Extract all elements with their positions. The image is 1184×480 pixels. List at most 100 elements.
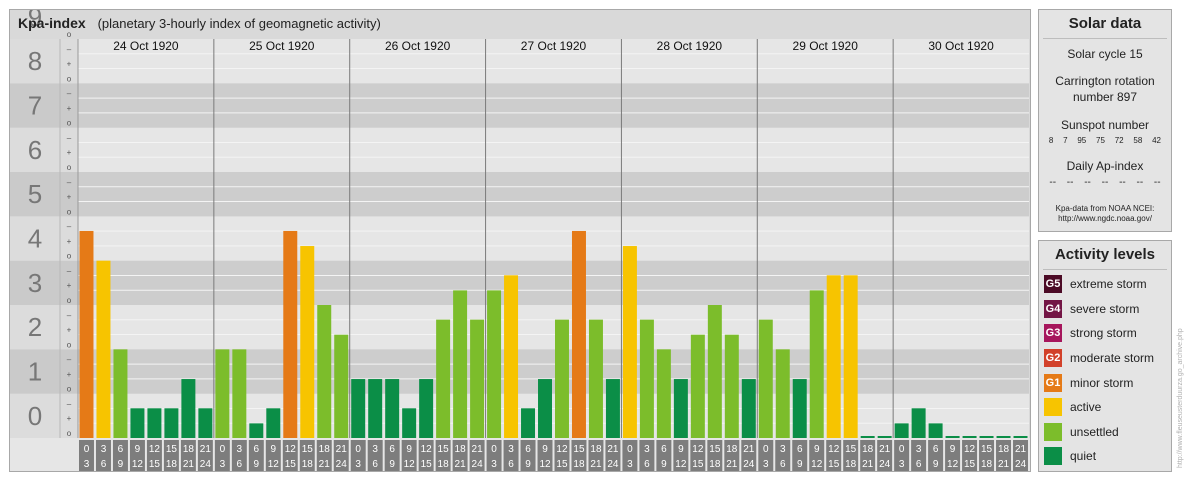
solar-data-heading: Solar data (1043, 10, 1167, 39)
hour-start-label: 21 (607, 444, 619, 455)
y-minor-tick-label: + (67, 414, 72, 423)
hour-cell (350, 440, 366, 471)
y-minor-tick-label: – (67, 399, 72, 408)
y-band (78, 127, 1029, 172)
hour-start-label: 18 (455, 444, 467, 455)
kpa-bar (622, 246, 637, 438)
ap-value: -- (1049, 177, 1057, 188)
hour-start-label: 9 (678, 444, 684, 455)
hour-end-label: 9 (525, 459, 531, 470)
hour-start-label: 0 (763, 444, 769, 455)
hour-cell (520, 440, 536, 471)
hour-end-label: 24 (879, 459, 891, 470)
day-label: 29 Oct 1920 (793, 39, 859, 53)
hour-end-label: 18 (166, 459, 178, 470)
kpa-bar (385, 379, 400, 438)
hour-cell (605, 440, 621, 471)
legend-swatch: G1 (1044, 373, 1062, 392)
hour-start-label: 3 (372, 444, 378, 455)
y-minor-tick-label: + (67, 237, 72, 246)
hour-start-label: 18 (726, 444, 738, 455)
hour-cell (367, 440, 383, 471)
y-minor-tick-label: – (67, 222, 72, 231)
hour-cell (945, 440, 961, 471)
hour-start-label: 21 (200, 444, 212, 455)
hour-end-label: 12 (539, 459, 551, 470)
kpa-bar (894, 423, 909, 438)
hour-end-label: 24 (200, 459, 212, 470)
y-minor-tick-label: – (67, 45, 72, 54)
hour-cell (673, 440, 689, 471)
kpa-bar (249, 423, 264, 438)
hour-start-label: 21 (879, 444, 891, 455)
hour-cell (197, 440, 213, 471)
kpa-bar (555, 319, 569, 438)
y-tick-label: 2 (28, 312, 42, 342)
ap-value: -- (1119, 177, 1126, 188)
kpa-bar (147, 408, 162, 438)
kpa-bar (198, 408, 213, 438)
hour-end-label: 9 (797, 459, 803, 470)
hour-end-label: 15 (964, 459, 976, 470)
hour-cell (571, 440, 587, 471)
legend-swatch: G3 (1044, 324, 1062, 343)
source-note: Kpa-data from NOAA NCEI: http://www.ngdc… (1039, 204, 1171, 224)
kpa-bar (775, 349, 790, 438)
hour-cell (418, 440, 434, 471)
y-minor-tick-label: o (67, 30, 72, 39)
kpa-bar (521, 408, 536, 438)
hour-start-label: 6 (389, 444, 395, 455)
solar-data-panel: Solar data Solar cycle 15 Carrington rot… (1038, 9, 1172, 232)
y-tick-label: 5 (28, 179, 42, 209)
hour-end-label: 21 (319, 459, 331, 470)
hour-start-label: 3 (780, 444, 786, 455)
y-band-label-bg (10, 260, 78, 305)
sunspot-values: 8 7 95 75 72 58 42 (1044, 136, 1166, 145)
hour-cell (792, 440, 808, 471)
hour-start-label: 18 (319, 444, 331, 455)
hour-end-label: 12 (404, 459, 416, 470)
hour-cell (95, 440, 111, 471)
y-minor-tick-label: o (67, 385, 72, 394)
hour-start-label: 3 (508, 444, 514, 455)
hour-start-label: 15 (166, 444, 178, 455)
hour-start-label: 12 (421, 444, 433, 455)
legend-item: active (1039, 395, 1171, 420)
hour-start-label: 15 (438, 444, 450, 455)
y-band (78, 260, 1029, 305)
kpa-bar (758, 319, 773, 438)
hour-cell (775, 440, 791, 471)
hour-start-label: 9 (814, 444, 820, 455)
day-label: 24 Oct 1920 (113, 39, 179, 53)
chart-subtitle: (planetary 3-hourly index of geomagnetic… (97, 16, 381, 31)
sunspot-value: 8 (1048, 136, 1054, 145)
hour-end-label: 12 (811, 459, 823, 470)
kpa-bar (419, 379, 434, 438)
hour-start-label: 12 (556, 444, 568, 455)
hour-cell (979, 440, 995, 471)
y-tick-label: 6 (28, 135, 42, 165)
y-band (78, 172, 1029, 217)
hour-cell (265, 440, 281, 471)
hour-start-label: 18 (183, 444, 195, 455)
y-minor-tick-label: – (67, 133, 72, 142)
hour-start-label: 9 (406, 444, 412, 455)
hour-end-label: 3 (355, 459, 361, 470)
hour-end-label: 3 (899, 459, 905, 470)
hour-cell (877, 440, 893, 471)
hour-end-label: 21 (998, 459, 1010, 470)
hour-cell (707, 440, 723, 471)
activity-levels-legend: G5 extreme storm G4 severe storm G3 strong st… (1039, 272, 1171, 469)
source-link[interactable]: http://www.ngdc.noaa.gov/ (1058, 214, 1152, 223)
kpa-bar (826, 275, 841, 438)
hour-cell (384, 440, 400, 471)
kpa-bar (436, 319, 451, 438)
kpa-bar (538, 379, 552, 438)
hour-cell (214, 440, 230, 471)
kpa-bar (571, 230, 586, 438)
y-minor-tick-label: – (67, 355, 72, 364)
kpa-bar (470, 319, 485, 438)
hour-cell (452, 440, 468, 471)
kpa-bar (690, 334, 705, 438)
hour-start-label: 0 (355, 444, 361, 455)
